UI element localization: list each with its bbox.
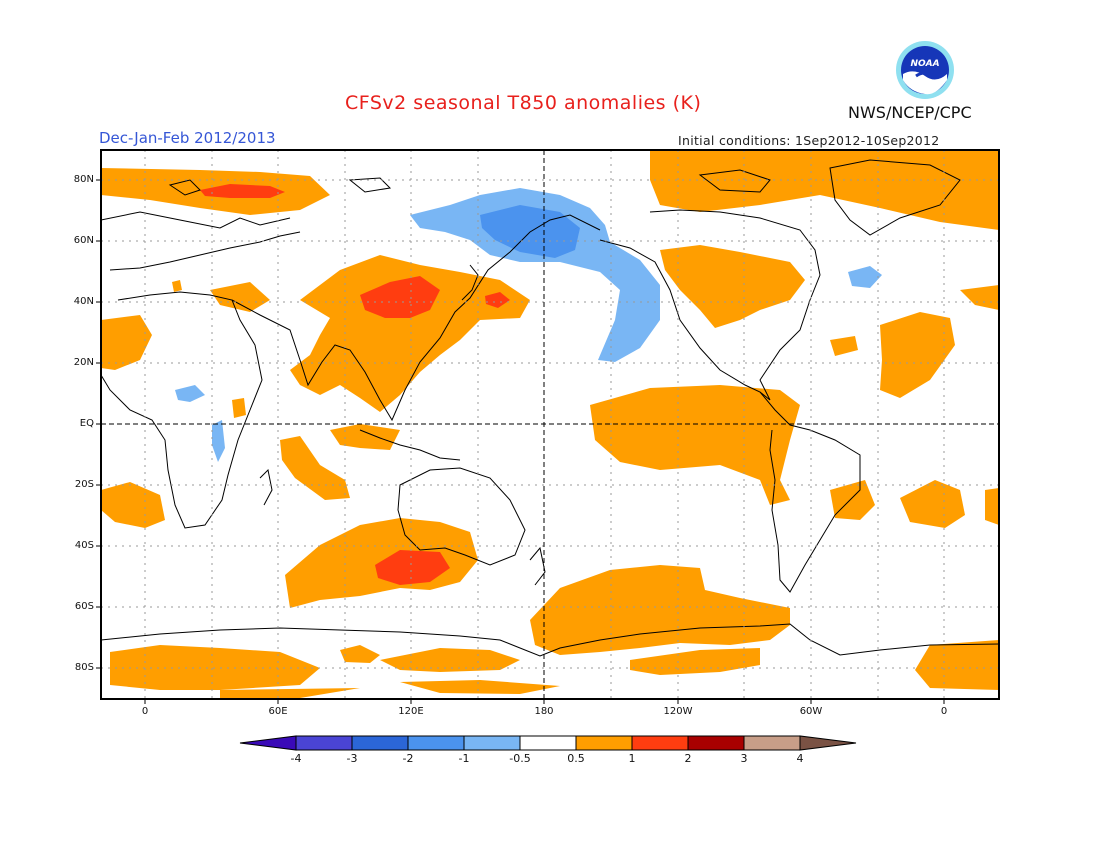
colorbar-swatch xyxy=(687,735,745,751)
colorbar-label: -0.5 xyxy=(509,752,531,765)
org-label: NWS/NCEP/CPC xyxy=(848,103,972,122)
lon-label: 0 xyxy=(141,706,149,717)
lat-label: 40N xyxy=(73,296,94,307)
lon-label: 180 xyxy=(534,706,554,717)
lat-label: 60S xyxy=(74,601,94,612)
lat-label: 60N xyxy=(73,235,94,246)
coastlines xyxy=(101,159,999,657)
lon-label: 60E xyxy=(268,706,288,717)
lat-label: EQ xyxy=(79,418,94,429)
lat-label: 20N xyxy=(73,357,94,368)
colorbar-label: 4 xyxy=(796,752,804,765)
lon-label: 120E xyxy=(398,706,424,717)
colorbar-label: 3 xyxy=(740,752,748,765)
colorbar-swatch xyxy=(519,735,577,751)
colorbar-label: 2 xyxy=(684,752,692,765)
lon-label: 0 xyxy=(940,706,948,717)
colorbar-swatch xyxy=(351,735,409,751)
colorbar-label: 1 xyxy=(628,752,636,765)
colorbar-swatch xyxy=(407,735,465,751)
lon-label: 60W xyxy=(799,706,823,717)
lat-label: 40S xyxy=(74,540,94,551)
colorbar-arrow-right xyxy=(799,735,857,751)
colorbar-arrow-left xyxy=(239,735,297,751)
noaa-logo-icon: NOAA xyxy=(896,41,954,99)
grid-lines xyxy=(101,150,999,699)
svg-text:NOAA: NOAA xyxy=(910,59,939,69)
colorbar xyxy=(239,735,857,751)
initial-conditions: Initial conditions: 1Sep2012-10Sep2012 xyxy=(678,133,940,148)
tick-marks xyxy=(96,179,945,704)
lon-label: 120W xyxy=(663,706,693,717)
cool-anomaly-regions xyxy=(175,188,882,462)
chart-title: CFSv2 seasonal T850 anomalies (K) xyxy=(345,92,702,114)
forecast-period: Dec-Jan-Feb 2012/2013 xyxy=(99,129,276,147)
lat-label: 20S xyxy=(74,479,94,490)
colorbar-label: -1 xyxy=(458,752,470,765)
colorbar-swatch xyxy=(575,735,633,751)
colorbar-swatch xyxy=(743,735,801,751)
strong-warm-regions xyxy=(200,184,510,585)
lat-label: 80N xyxy=(73,174,94,185)
colorbar-label: -3 xyxy=(346,752,358,765)
colorbar-label: 0.5 xyxy=(567,752,585,765)
colorbar-swatch xyxy=(295,735,353,751)
colorbar-label: -2 xyxy=(402,752,414,765)
colorbar-label: -4 xyxy=(290,752,302,765)
colorbar-swatch xyxy=(631,735,689,751)
lat-label: 80S xyxy=(74,662,94,673)
colorbar-swatch xyxy=(463,735,521,751)
